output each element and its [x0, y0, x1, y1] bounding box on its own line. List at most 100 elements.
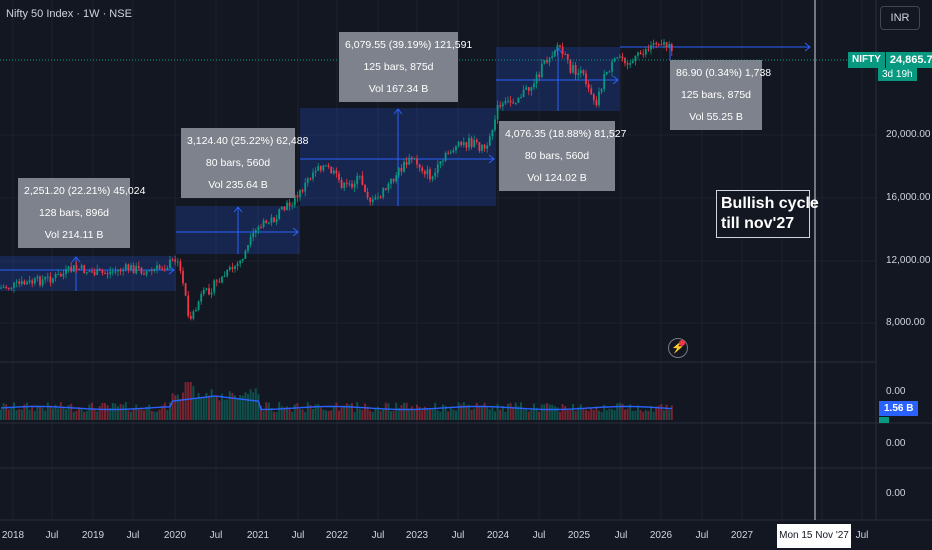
candle-body	[499, 105, 502, 107]
volume-bar	[41, 407, 44, 420]
measure-label-1[interactable]: 2,251.20 (22.21%) 45,024 128 bars, 896d …	[18, 178, 145, 248]
candle-body	[525, 87, 528, 90]
candle-body	[543, 60, 546, 64]
candle-body	[491, 129, 494, 137]
measure-volume: Vol 55.25 B	[689, 111, 743, 123]
candle-body	[618, 56, 621, 58]
volume-bar	[663, 410, 665, 420]
volume-bar	[257, 394, 260, 420]
candle-body	[306, 178, 309, 183]
volume-bar	[574, 410, 577, 420]
volume-bar	[650, 405, 652, 420]
volume-bar	[195, 397, 197, 420]
candle-body	[197, 301, 200, 310]
volume-bar	[218, 400, 221, 420]
crosshair-date-badge: Mon 15 Nov '27	[777, 524, 851, 548]
volume-bar	[88, 404, 91, 420]
grid	[0, 0, 876, 520]
volume-bar	[114, 403, 117, 420]
volume-bar	[442, 404, 444, 420]
candle-body	[553, 50, 556, 57]
lightning-icon[interactable]: ⚡	[668, 338, 688, 358]
candle-body	[345, 182, 348, 184]
volume-bar	[174, 395, 177, 420]
volume-bar	[122, 404, 125, 420]
candle-body	[592, 94, 595, 101]
measure-label-5[interactable]: 86.90 (0.34%) 1,738 125 bars, 875d Vol 5…	[670, 60, 771, 130]
candle-body	[174, 259, 177, 262]
candle-body	[218, 281, 221, 283]
candle-body	[124, 264, 127, 270]
candle-body	[561, 46, 564, 55]
candle-body	[288, 202, 291, 207]
candle-body	[397, 167, 400, 176]
candle-body	[291, 205, 294, 207]
volume-bar	[413, 409, 416, 420]
volume-bar	[202, 397, 205, 420]
candle-body	[600, 89, 603, 92]
volume-bar	[496, 403, 499, 420]
volume-bar	[184, 382, 187, 420]
candle-body	[317, 165, 320, 171]
candle-body	[377, 196, 379, 198]
volume-bar	[26, 402, 28, 420]
volume-bar	[130, 411, 132, 420]
candle-body	[478, 141, 481, 151]
volume-bar	[457, 402, 460, 420]
volume-bar	[473, 408, 476, 420]
volume-bar	[293, 404, 296, 420]
volume-bar	[65, 409, 67, 420]
candle-body	[221, 276, 223, 283]
volume-bar	[15, 410, 18, 420]
volume-bar	[260, 405, 262, 420]
candle-body	[569, 59, 572, 73]
volume-bar	[364, 403, 366, 420]
volume-bar	[426, 407, 429, 420]
time-axis-label: Jul	[532, 530, 546, 541]
candle-body	[200, 294, 203, 302]
volume-bar	[111, 402, 114, 420]
candle-body	[390, 178, 392, 184]
volume-bar	[85, 410, 88, 420]
volume-bar	[517, 406, 520, 420]
volume-bar	[405, 402, 408, 420]
candle-body	[400, 167, 403, 172]
candle-body	[361, 175, 364, 185]
candle-body	[327, 165, 330, 168]
candle-body	[189, 315, 192, 319]
candle-body	[322, 165, 325, 171]
candle-body	[475, 139, 478, 142]
volume-bar	[70, 403, 73, 420]
volume-bar	[509, 403, 512, 420]
volume-bar	[421, 410, 424, 420]
currency-button[interactable]: INR	[880, 6, 920, 30]
volume-bar	[566, 409, 569, 420]
notification-dot	[679, 340, 685, 346]
candle-body	[23, 281, 26, 285]
measure-label-3[interactable]: 6,079.55 (39.19%) 121,591 125 bars, 875d…	[339, 32, 472, 102]
measure-label-4[interactable]: 4,076.35 (18.88%) 81,527 80 bars, 560d V…	[499, 121, 626, 191]
candle-body	[202, 289, 205, 295]
volume-bar	[23, 404, 26, 420]
volume-bar	[20, 409, 23, 420]
volume-bar	[390, 411, 392, 420]
candle-body	[582, 70, 585, 74]
volume-bar	[109, 407, 112, 420]
candle-body	[535, 74, 538, 84]
candle-body	[314, 170, 317, 173]
measure-label-2[interactable]: 3,124.40 (25.22%) 62,488 80 bars, 560d V…	[181, 128, 308, 198]
time-axis-label: 2024	[486, 530, 510, 541]
volume-bar	[447, 411, 450, 420]
volume-bar	[299, 409, 301, 420]
volume-bar	[665, 404, 668, 420]
volume-badge: 1.56 B	[879, 401, 919, 416]
text-note[interactable]: Bullish cycle till nov'27	[716, 190, 819, 238]
last-price-value: 24,865.70	[885, 52, 932, 68]
volume-bar	[137, 408, 140, 420]
candle-body	[546, 60, 548, 63]
candle-body	[356, 175, 359, 184]
candle-body	[384, 188, 387, 190]
note-line-1: Bullish cycle	[721, 195, 819, 212]
volume-bar	[436, 410, 439, 420]
